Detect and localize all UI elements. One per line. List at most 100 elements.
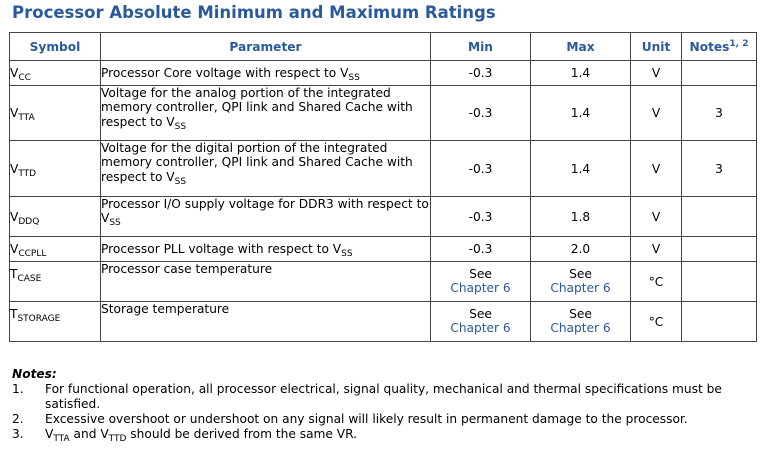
symbol-cell: VTTD <box>9 140 101 197</box>
parameter-subscript: SS <box>348 72 360 83</box>
unit-cell: V <box>630 236 682 262</box>
symbol-cell: VDDQ <box>9 196 101 237</box>
table-row: TSTORAGE Storage temperature See Chapter … <box>9 301 757 342</box>
parameter-cell: Processor case temperature <box>100 261 431 302</box>
min-cell: See Chapter 6 <box>430 261 531 302</box>
unit-cell: V <box>630 196 682 237</box>
note-text: For functional operation, all processor … <box>45 382 722 411</box>
symbol-subscript: TTA <box>18 113 35 123</box>
page-title: Processor Absolute Minimum and Maximum R… <box>12 3 496 22</box>
notes-cell <box>681 301 757 342</box>
max-cell: See Chapter 6 <box>530 261 631 302</box>
table-row: VTTA Voltage for the analog portion of t… <box>9 85 757 141</box>
parameter-cell: Storage temperature <box>100 301 431 342</box>
notes-section: Notes: 1. For functional operation, all … <box>12 367 757 444</box>
parameter-text: Voltage for the analog portion of the in… <box>101 86 413 129</box>
chapter-link[interactable]: Chapter 6 <box>450 321 511 335</box>
note-item: 2. Excessive overshoot or undershoot on … <box>12 412 757 427</box>
see-text: See <box>469 267 492 281</box>
header-notes-ref: 1, 2 <box>729 38 749 49</box>
max-cell: 2.0 <box>530 236 631 262</box>
chapter-link[interactable]: Chapter 6 <box>550 321 611 335</box>
notes-cell: 3 <box>681 85 757 141</box>
parameter-subscript: SS <box>341 248 353 259</box>
parameter-cell: Processor PLL voltage with respect to VS… <box>100 236 431 262</box>
notes-cell <box>681 60 757 86</box>
table-header-row: Symbol Parameter Min Max Unit Notes1, 2 <box>9 32 757 61</box>
parameter-cell: Processor I/O supply voltage for DDR3 wi… <box>100 196 431 237</box>
header-max: Max <box>530 32 631 61</box>
symbol-subscript: TTD <box>18 168 37 179</box>
note-text: Excessive overshoot or undershoot on any… <box>45 412 688 426</box>
parameter-text: Processor PLL voltage with respect to V <box>101 241 342 256</box>
table-row: VCC Processor Core voltage with respect … <box>9 60 757 86</box>
notes-heading: Notes: <box>12 367 57 381</box>
header-notes-label: Notes <box>689 40 730 55</box>
symbol-cell: VCCPLL <box>9 236 101 262</box>
note-text: VTTA and VTTD should be derived from the… <box>45 427 358 444</box>
max-cell: 1.4 <box>530 60 631 86</box>
symbol-text: V <box>10 106 19 120</box>
notes-cell <box>681 261 757 302</box>
chapter-link[interactable]: Chapter 6 <box>550 281 611 295</box>
note-number: 2. <box>12 412 24 426</box>
notes-cell <box>681 236 757 262</box>
max-cell: 1.8 <box>530 196 631 237</box>
symbol-cell: VCC <box>9 60 101 86</box>
note-text-part: should be derived from the same VR. <box>126 427 358 441</box>
header-unit: Unit <box>630 32 682 61</box>
table-row: VCCPLL Processor PLL voltage with respec… <box>9 236 757 262</box>
min-cell: See Chapter 6 <box>430 301 531 342</box>
min-cell: -0.3 <box>430 60 531 86</box>
note-subscript: TTA <box>53 434 70 444</box>
note-text-part: V <box>45 427 54 441</box>
header-min: Min <box>430 32 531 61</box>
unit-cell: V <box>630 140 682 197</box>
parameter-subscript: SS <box>109 218 121 229</box>
symbol-text: V <box>10 209 19 224</box>
note-number: 3. <box>12 427 24 441</box>
min-cell: -0.3 <box>430 236 531 262</box>
parameter-subscript: SS <box>174 121 187 132</box>
symbol-subscript: CCPLL <box>18 249 47 259</box>
min-cell: -0.3 <box>430 140 531 197</box>
max-cell: 1.4 <box>530 85 631 141</box>
min-cell: -0.3 <box>430 196 531 237</box>
note-text-part: and V <box>69 427 109 441</box>
unit-cell: °C <box>630 301 682 342</box>
min-cell: -0.3 <box>430 85 531 141</box>
notes-cell: 3 <box>681 140 757 197</box>
symbol-cell: TSTORAGE <box>9 301 101 342</box>
parameter-cell: Processor Core voltage with respect to V… <box>100 60 431 86</box>
chapter-link[interactable]: Chapter 6 <box>450 281 511 295</box>
symbol-text: V <box>10 66 19 80</box>
max-cell: 1.4 <box>530 140 631 197</box>
see-text: See <box>469 307 492 321</box>
see-text: See <box>569 307 592 321</box>
parameter-cell: Voltage for the analog portion of the in… <box>100 85 431 141</box>
parameter-text: Voltage for the digital portion of the i… <box>101 141 413 184</box>
symbol-cell: VTTA <box>9 85 101 141</box>
parameter-text: Processor I/O supply voltage for DDR3 wi… <box>101 197 429 226</box>
table-row: VTTD Voltage for the digital portion of … <box>9 140 757 197</box>
notes-cell <box>681 196 757 237</box>
symbol-text: T <box>10 267 18 281</box>
note-item: 3. VTTA and VTTD should be derived from … <box>12 427 757 444</box>
unit-cell: V <box>630 60 682 86</box>
note-item: 1. For functional operation, all process… <box>12 382 757 412</box>
unit-cell: °C <box>630 261 682 302</box>
symbol-subscript: CASE <box>17 274 42 284</box>
symbol-subscript: STORAGE <box>17 314 61 324</box>
symbol-text: V <box>10 242 19 256</box>
see-text: See <box>569 267 592 281</box>
table-row: VDDQ Processor I/O supply voltage for DD… <box>9 196 757 237</box>
symbol-subscript: DDQ <box>18 216 40 227</box>
parameter-subscript: SS <box>174 176 187 187</box>
header-notes: Notes1, 2 <box>681 32 757 61</box>
symbol-cell: TCASE <box>9 261 101 302</box>
header-parameter: Parameter <box>100 32 431 61</box>
parameter-cell: Voltage for the digital portion of the i… <box>100 140 431 197</box>
header-symbol: Symbol <box>9 32 101 61</box>
symbol-text: T <box>10 307 18 321</box>
note-number: 1. <box>12 382 24 396</box>
